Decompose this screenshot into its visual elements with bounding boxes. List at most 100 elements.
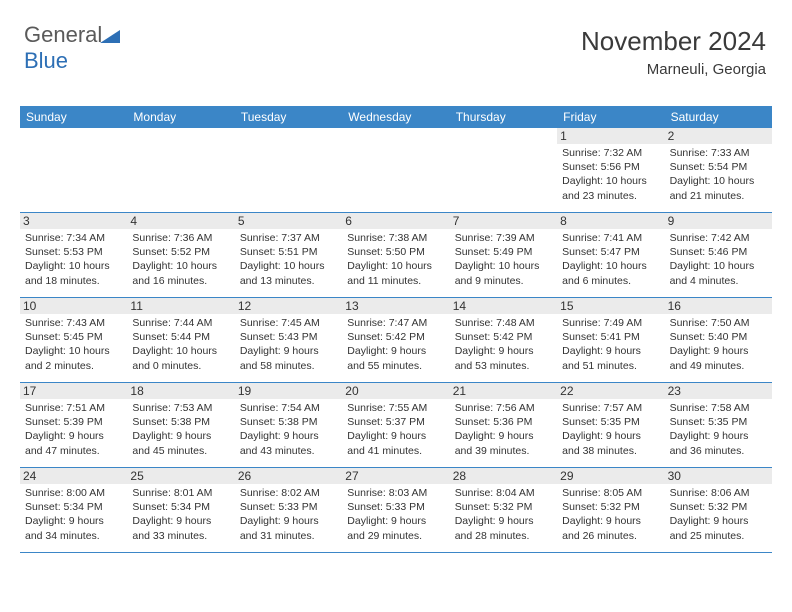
day-details: Sunrise: 8:02 AMSunset: 5:33 PMDaylight:… (240, 486, 337, 543)
day-cell: 23Sunrise: 7:58 AMSunset: 5:35 PMDayligh… (665, 383, 772, 467)
day-details: Sunrise: 8:04 AMSunset: 5:32 PMDaylight:… (455, 486, 552, 543)
sunset-text: Sunset: 5:54 PM (670, 160, 767, 174)
day-details: Sunrise: 7:57 AMSunset: 5:35 PMDaylight:… (562, 401, 659, 458)
sunrise-text: Sunrise: 7:41 AM (562, 231, 659, 245)
sunset-text: Sunset: 5:51 PM (240, 245, 337, 259)
logo-triangle-icon (100, 30, 120, 44)
sunset-text: Sunset: 5:43 PM (240, 330, 337, 344)
day-details: Sunrise: 7:55 AMSunset: 5:37 PMDaylight:… (347, 401, 444, 458)
page-title: November 2024 (581, 26, 766, 57)
week-row: 24 Sunrise: 8:00 AMSunset: 5:34 PMDayligh… (20, 468, 772, 553)
sunset-text: Sunset: 5:40 PM (670, 330, 767, 344)
day-cell: 11Sunrise: 7:44 AMSunset: 5:44 PMDayligh… (127, 298, 234, 382)
day-details: Sunrise: 8:00 AMSunset: 5:34 PMDaylight:… (25, 486, 122, 543)
daylight-text: Daylight: 10 hours and 0 minutes. (132, 344, 229, 372)
day-number: 22 (557, 383, 664, 399)
empty-cell (450, 128, 557, 212)
week-row: 3Sunrise: 7:34 AMSunset: 5:53 PMDaylight… (20, 213, 772, 298)
day-header: Tuesday (235, 106, 342, 128)
day-cell: 25Sunrise: 8:01 AMSunset: 5:34 PMDayligh… (127, 468, 234, 552)
logo-general: General (24, 22, 102, 47)
day-number: 28 (450, 468, 557, 484)
day-cell: 21Sunrise: 7:56 AMSunset: 5:36 PMDayligh… (450, 383, 557, 467)
sunrise-text: Sunrise: 8:04 AM (455, 486, 552, 500)
day-number: 24 (20, 468, 127, 484)
sunset-text: Sunset: 5:38 PM (240, 415, 337, 429)
daylight-text: Daylight: 9 hours and 58 minutes. (240, 344, 337, 372)
day-header: Wednesday (342, 106, 449, 128)
day-cell: 15 Sunrise: 7:49 AMSunset: 5:41 PMDayligh… (557, 298, 664, 382)
sunrise-text: Sunrise: 8:05 AM (562, 486, 659, 500)
week-row: 1Sunrise: 7:32 AMSunset: 5:56 PMDaylight… (20, 128, 772, 213)
sunset-text: Sunset: 5:37 PM (347, 415, 444, 429)
sunrise-text: Sunrise: 7:57 AM (562, 401, 659, 415)
sunset-text: Sunset: 5:53 PM (25, 245, 122, 259)
day-details: Sunrise: 7:36 AMSunset: 5:52 PMDaylight:… (132, 231, 229, 288)
day-number: 11 (127, 298, 234, 314)
day-number: 8 (557, 213, 664, 229)
day-number: 26 (235, 468, 342, 484)
day-details: Sunrise: 7:50 AMSunset: 5:40 PMDaylight:… (670, 316, 767, 373)
day-number: 12 (235, 298, 342, 314)
day-header-row: SundayMondayTuesdayWednesdayThursdayFrid… (20, 106, 772, 128)
day-details: Sunrise: 7:43 AMSunset: 5:45 PMDaylight:… (25, 316, 122, 373)
sunrise-text: Sunrise: 7:48 AM (455, 316, 552, 330)
daylight-text: Daylight: 9 hours and 38 minutes. (562, 429, 659, 457)
sunrise-text: Sunrise: 7:39 AM (455, 231, 552, 245)
day-number: 25 (127, 468, 234, 484)
day-number: 17 (20, 383, 127, 399)
sunset-text: Sunset: 5:45 PM (25, 330, 122, 344)
daylight-text: Daylight: 10 hours and 23 minutes. (562, 174, 659, 202)
day-header: Saturday (665, 106, 772, 128)
day-cell: 3Sunrise: 7:34 AMSunset: 5:53 PMDaylight… (20, 213, 127, 297)
sunset-text: Sunset: 5:42 PM (455, 330, 552, 344)
day-cell: 27Sunrise: 8:03 AMSunset: 5:33 PMDayligh… (342, 468, 449, 552)
day-cell: 7Sunrise: 7:39 AMSunset: 5:49 PMDaylight… (450, 213, 557, 297)
day-number: 27 (342, 468, 449, 484)
day-details: Sunrise: 7:33 AMSunset: 5:54 PMDaylight:… (670, 146, 767, 203)
sunrise-text: Sunrise: 7:45 AM (240, 316, 337, 330)
empty-cell (342, 128, 449, 212)
day-cell: 5Sunrise: 7:37 AMSunset: 5:51 PMDaylight… (235, 213, 342, 297)
day-cell: 1Sunrise: 7:32 AMSunset: 5:56 PMDaylight… (557, 128, 664, 212)
sunset-text: Sunset: 5:56 PM (562, 160, 659, 174)
sunrise-text: Sunrise: 7:55 AM (347, 401, 444, 415)
day-cell: 22 Sunrise: 7:57 AMSunset: 5:35 PMDayligh… (557, 383, 664, 467)
day-details: Sunrise: 7:42 AMSunset: 5:46 PMDaylight:… (670, 231, 767, 288)
sunrise-text: Sunrise: 7:53 AM (132, 401, 229, 415)
day-number: 15 (557, 298, 664, 314)
day-cell: 16Sunrise: 7:50 AMSunset: 5:40 PMDayligh… (665, 298, 772, 382)
day-number: 2 (665, 128, 772, 144)
sunrise-text: Sunrise: 8:03 AM (347, 486, 444, 500)
day-details: Sunrise: 7:38 AMSunset: 5:50 PMDaylight:… (347, 231, 444, 288)
sunset-text: Sunset: 5:46 PM (670, 245, 767, 259)
day-number: 6 (342, 213, 449, 229)
day-details: Sunrise: 7:58 AMSunset: 5:35 PMDaylight:… (670, 401, 767, 458)
day-number: 13 (342, 298, 449, 314)
sunset-text: Sunset: 5:50 PM (347, 245, 444, 259)
daylight-text: Daylight: 10 hours and 2 minutes. (25, 344, 122, 372)
day-number: 1 (557, 128, 664, 144)
day-header: Thursday (450, 106, 557, 128)
daylight-text: Daylight: 9 hours and 25 minutes. (670, 514, 767, 542)
day-header: Monday (127, 106, 234, 128)
empty-cell (235, 128, 342, 212)
daylight-text: Daylight: 10 hours and 16 minutes. (132, 259, 229, 287)
daylight-text: Daylight: 9 hours and 43 minutes. (240, 429, 337, 457)
daylight-text: Daylight: 10 hours and 6 minutes. (562, 259, 659, 287)
sunrise-text: Sunrise: 7:42 AM (670, 231, 767, 245)
day-details: Sunrise: 7:53 AMSunset: 5:38 PMDaylight:… (132, 401, 229, 458)
header: November 2024 Marneuli, Georgia (581, 26, 766, 78)
day-details: Sunrise: 7:49 AMSunset: 5:41 PMDaylight:… (562, 316, 659, 373)
day-cell: 29Sunrise: 8:05 AMSunset: 5:32 PMDayligh… (557, 468, 664, 552)
day-cell: 19Sunrise: 7:54 AMSunset: 5:38 PMDayligh… (235, 383, 342, 467)
day-details: Sunrise: 8:05 AMSunset: 5:32 PMDaylight:… (562, 486, 659, 543)
day-number: 30 (665, 468, 772, 484)
day-number: 3 (20, 213, 127, 229)
daylight-text: Daylight: 9 hours and 47 minutes. (25, 429, 122, 457)
sunrise-text: Sunrise: 7:43 AM (25, 316, 122, 330)
day-cell: 10Sunrise: 7:43 AMSunset: 5:45 PMDayligh… (20, 298, 127, 382)
daylight-text: Daylight: 9 hours and 33 minutes. (132, 514, 229, 542)
sunrise-text: Sunrise: 8:02 AM (240, 486, 337, 500)
daylight-text: Daylight: 9 hours and 29 minutes. (347, 514, 444, 542)
